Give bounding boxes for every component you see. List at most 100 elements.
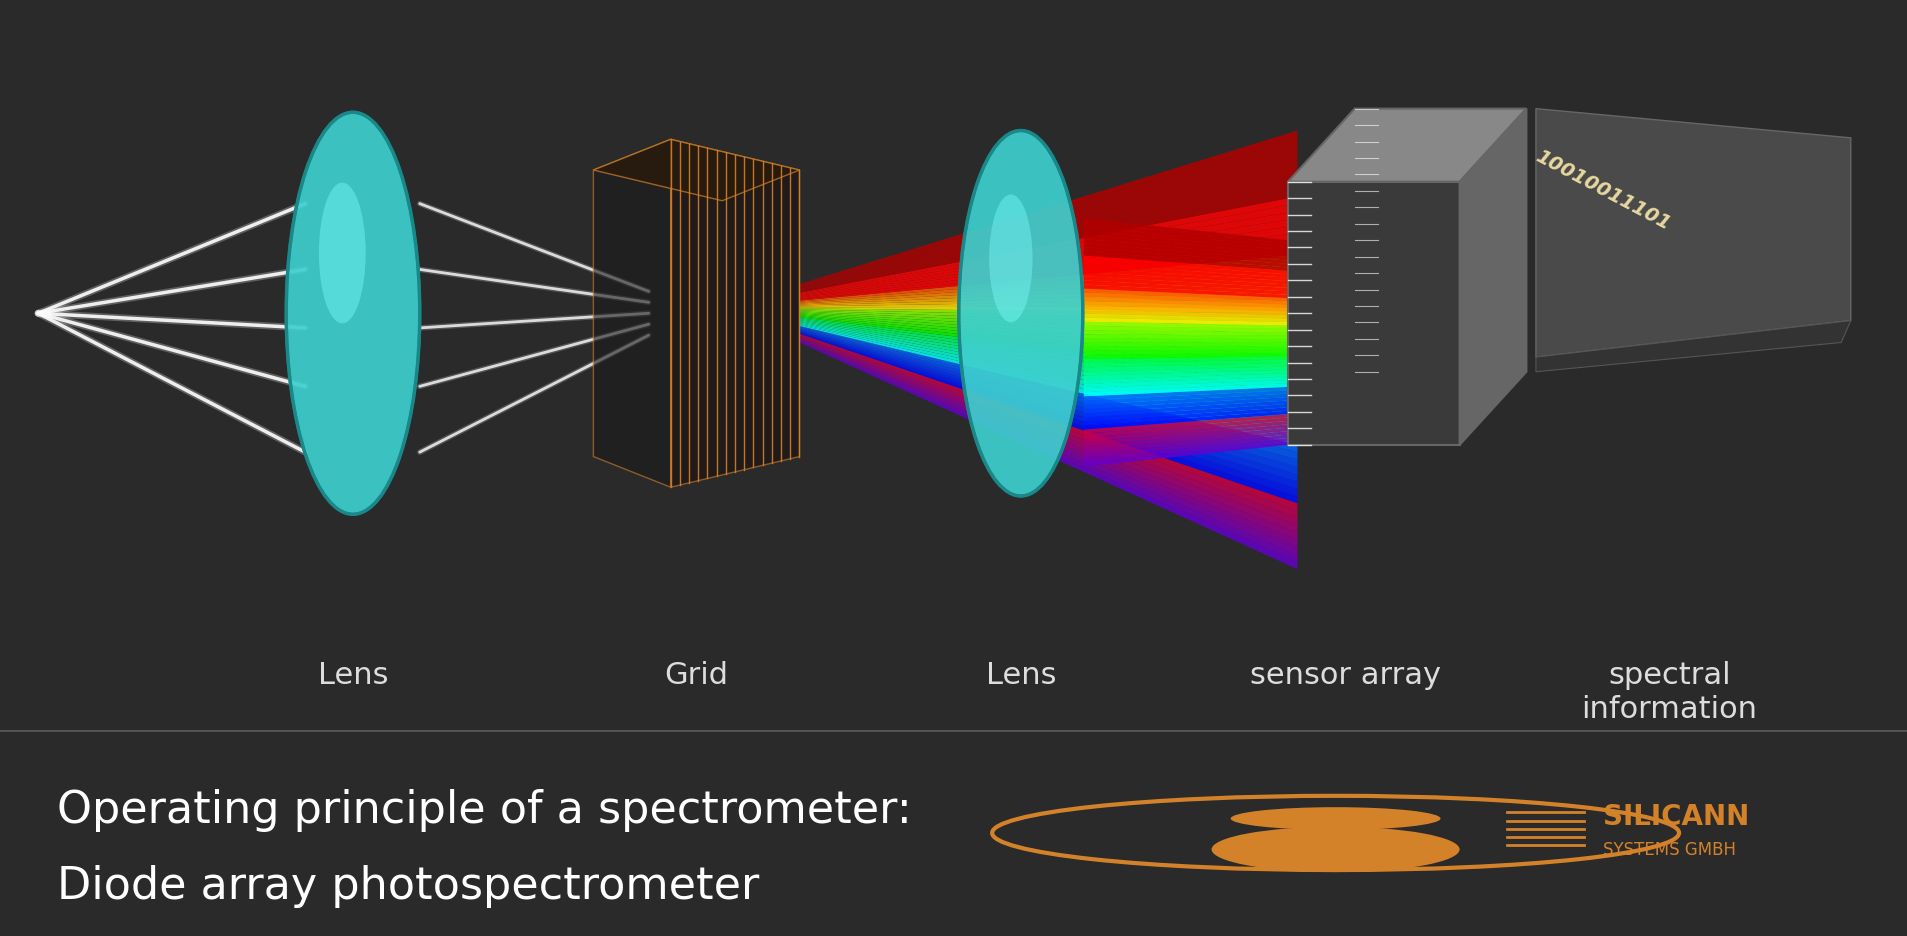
Polygon shape <box>799 331 1297 490</box>
Polygon shape <box>799 315 1297 373</box>
Ellipse shape <box>286 113 420 515</box>
Polygon shape <box>1083 418 1287 438</box>
Polygon shape <box>799 332 1297 496</box>
Polygon shape <box>799 146 1297 287</box>
Polygon shape <box>1083 360 1287 368</box>
Polygon shape <box>799 271 1297 304</box>
Polygon shape <box>799 328 1297 460</box>
Ellipse shape <box>988 196 1032 323</box>
Polygon shape <box>799 324 1297 431</box>
Polygon shape <box>1083 269 1287 285</box>
Polygon shape <box>1083 401 1287 417</box>
Polygon shape <box>1083 391 1287 405</box>
Polygon shape <box>1083 265 1287 282</box>
Polygon shape <box>1083 384 1287 397</box>
Text: spectral
information: spectral information <box>1581 661 1756 724</box>
Text: Grid: Grid <box>664 661 728 690</box>
Polygon shape <box>1083 357 1287 364</box>
Polygon shape <box>1083 363 1287 373</box>
Polygon shape <box>1083 314 1287 323</box>
Polygon shape <box>799 139 1297 286</box>
Circle shape <box>1230 807 1440 830</box>
Polygon shape <box>799 326 1297 446</box>
Polygon shape <box>799 292 1297 307</box>
Polygon shape <box>799 310 1297 329</box>
Polygon shape <box>1083 408 1287 426</box>
Polygon shape <box>799 190 1297 294</box>
Polygon shape <box>799 329 1297 475</box>
Polygon shape <box>1083 411 1287 430</box>
Polygon shape <box>1083 350 1287 356</box>
Polygon shape <box>1083 236 1287 258</box>
Polygon shape <box>1083 429 1287 451</box>
Polygon shape <box>799 317 1297 380</box>
Polygon shape <box>1083 335 1287 340</box>
Polygon shape <box>799 321 1297 409</box>
Polygon shape <box>1083 227 1287 251</box>
Polygon shape <box>799 197 1297 295</box>
Polygon shape <box>1083 318 1287 326</box>
Polygon shape <box>799 309 1297 321</box>
Polygon shape <box>1287 110 1526 183</box>
Polygon shape <box>799 336 1297 526</box>
Polygon shape <box>593 140 671 488</box>
Polygon shape <box>799 204 1297 296</box>
Polygon shape <box>1083 248 1287 269</box>
Polygon shape <box>799 313 1297 350</box>
Polygon shape <box>593 140 799 201</box>
Polygon shape <box>1083 231 1287 255</box>
Polygon shape <box>1083 219 1287 244</box>
Polygon shape <box>1083 377 1287 388</box>
Polygon shape <box>1083 415 1287 434</box>
Polygon shape <box>1083 425 1287 446</box>
Polygon shape <box>799 131 1297 285</box>
Polygon shape <box>799 285 1297 306</box>
Polygon shape <box>1083 244 1287 265</box>
Polygon shape <box>1083 394 1287 409</box>
Ellipse shape <box>318 183 366 324</box>
Text: sensor array: sensor array <box>1249 661 1440 690</box>
Polygon shape <box>799 277 1297 305</box>
Polygon shape <box>799 154 1297 288</box>
Polygon shape <box>1083 442 1287 467</box>
Polygon shape <box>1083 285 1287 299</box>
Polygon shape <box>1535 110 1850 358</box>
Polygon shape <box>799 168 1297 290</box>
Polygon shape <box>799 335 1297 519</box>
Ellipse shape <box>1211 826 1459 872</box>
Polygon shape <box>1083 346 1287 351</box>
Polygon shape <box>1083 323 1287 329</box>
Polygon shape <box>1083 339 1287 344</box>
Text: Lens: Lens <box>318 661 387 690</box>
Polygon shape <box>799 337 1297 533</box>
Ellipse shape <box>959 131 1083 496</box>
Polygon shape <box>1083 289 1287 302</box>
Polygon shape <box>799 329 1297 467</box>
Polygon shape <box>1083 298 1287 309</box>
Polygon shape <box>1083 277 1287 292</box>
Polygon shape <box>1083 439 1287 463</box>
Polygon shape <box>799 334 1297 511</box>
Polygon shape <box>671 140 799 488</box>
Polygon shape <box>799 323 1297 423</box>
Polygon shape <box>799 342 1297 563</box>
Polygon shape <box>1535 321 1850 373</box>
Polygon shape <box>1083 223 1287 248</box>
Polygon shape <box>799 183 1297 293</box>
Polygon shape <box>799 175 1297 291</box>
Polygon shape <box>1083 367 1287 376</box>
Text: SYSTEMS GMBH: SYSTEMS GMBH <box>1602 841 1735 858</box>
Polygon shape <box>799 307 1297 314</box>
Polygon shape <box>1083 272 1287 288</box>
Text: SILICANN: SILICANN <box>1602 802 1749 830</box>
Polygon shape <box>799 314 1297 358</box>
Polygon shape <box>799 300 1297 308</box>
Polygon shape <box>1459 110 1526 446</box>
Polygon shape <box>799 263 1297 303</box>
Polygon shape <box>799 241 1297 300</box>
Polygon shape <box>799 314 1297 365</box>
Polygon shape <box>1083 421 1287 443</box>
Polygon shape <box>1083 240 1287 261</box>
Polygon shape <box>1083 281 1287 296</box>
Polygon shape <box>799 234 1297 300</box>
